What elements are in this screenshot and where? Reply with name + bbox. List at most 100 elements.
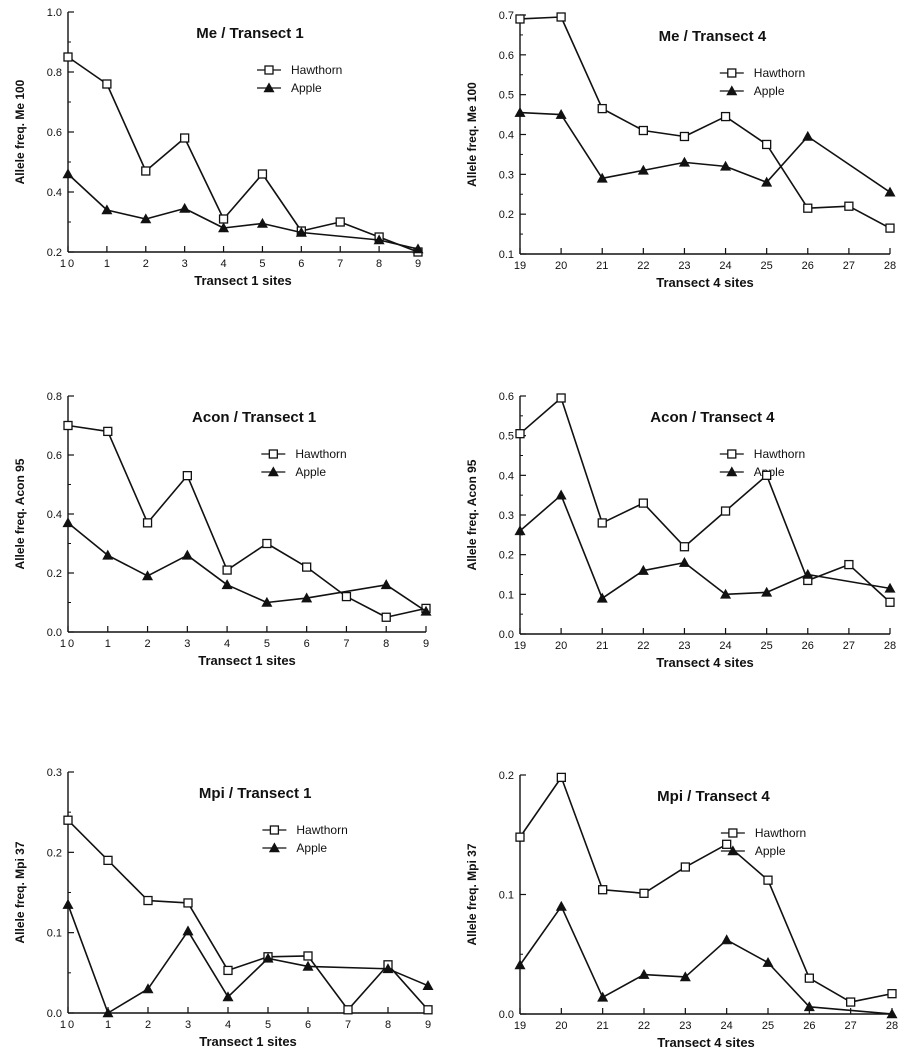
data-point	[63, 815, 73, 825]
y-tick-label: 0.4	[47, 187, 62, 199]
legend-label: Hawthorn	[291, 63, 342, 77]
x-axis-label: Transect 1 sites	[194, 273, 292, 288]
series-line	[67, 522, 427, 613]
data-point	[423, 1005, 433, 1015]
series-line	[67, 173, 419, 250]
series-hawthorn	[63, 815, 433, 1015]
legend-label: Apple	[291, 81, 322, 95]
legend-item-apple: Apple	[261, 465, 326, 479]
x-tick-label: 20	[555, 640, 567, 652]
data-point	[343, 1005, 353, 1015]
y-tick-label: 0.1	[499, 249, 514, 261]
data-point	[514, 106, 526, 117]
data-point	[141, 166, 151, 176]
x-tick-label: 1	[105, 638, 111, 650]
y-tick-label: 0.6	[47, 127, 62, 139]
series-line	[67, 904, 429, 1014]
legend-item-hawthorn: Hawthorn	[720, 826, 806, 840]
data-point	[373, 234, 385, 245]
data-point	[720, 506, 731, 516]
data-point	[638, 125, 648, 136]
chart-title: Acon / Transect 1	[192, 409, 316, 426]
x-tick-label: 3	[182, 258, 188, 270]
series-apple	[514, 900, 898, 1019]
data-point	[142, 570, 154, 581]
data-point	[295, 226, 307, 237]
legend-marker	[263, 82, 275, 93]
series-line	[519, 905, 893, 1015]
series-line	[67, 56, 419, 253]
y-tick-label: 0.6	[47, 450, 62, 462]
data-point	[341, 591, 352, 602]
x-axis-label: Transect 1 sites	[199, 1034, 297, 1049]
x-tick-label: 2	[143, 258, 149, 270]
x-tick-label: 23	[679, 1020, 691, 1032]
data-point	[142, 518, 153, 528]
data-point	[802, 130, 814, 141]
data-point	[556, 393, 566, 403]
data-point	[638, 968, 650, 979]
y-tick-label: 0.5	[499, 90, 514, 102]
y-tick-label: 0.7	[499, 10, 514, 22]
series-line	[519, 16, 891, 229]
y-tick-label: 0.1	[499, 890, 514, 902]
data-point	[218, 214, 229, 224]
data-point	[62, 168, 74, 179]
data-point	[887, 989, 897, 999]
x-tick-label: 4	[224, 638, 230, 650]
data-point	[62, 517, 74, 528]
x-tick-label: 26	[802, 640, 814, 652]
chart-panel-3: 0.0 0.2 0.4 0.6 0.8 10 1 2 3 4 5 6 7 8 9 Transect 1 sit…	[13, 391, 432, 668]
data-point	[222, 565, 232, 575]
x-axis-label: Transect 4 sites	[657, 1035, 755, 1050]
data-point	[637, 564, 649, 575]
y-tick-label: 0.2	[499, 770, 514, 782]
x-tick-label: 3	[185, 1019, 191, 1031]
series-line	[67, 819, 429, 1011]
data-point	[63, 420, 73, 431]
legend-item-hawthorn: Hawthorn	[261, 447, 347, 461]
data-point	[180, 133, 190, 143]
x-tick-label: 24	[719, 640, 731, 652]
x-tick-label: 28	[884, 260, 896, 272]
legend-item-apple: Apple	[262, 841, 327, 855]
data-point	[555, 900, 567, 911]
data-point	[846, 997, 856, 1007]
data-point	[885, 597, 895, 607]
x-tick-label: 6	[305, 1019, 311, 1031]
x-tick-label: 28	[884, 640, 896, 652]
y-axis-label: Allele freq. Me 100	[13, 79, 27, 184]
legend-label: Apple	[755, 844, 786, 858]
data-point	[884, 186, 896, 197]
chart-title: Mpi / Transect 4	[657, 788, 770, 805]
x-tick-label: 4	[225, 1019, 231, 1031]
data-point	[422, 980, 434, 990]
legend-label: Hawthorn	[755, 826, 806, 840]
data-point	[679, 542, 690, 552]
data-point	[102, 79, 112, 89]
data-point	[182, 470, 192, 481]
data-point	[221, 579, 233, 590]
x-tick-label: 7	[345, 1019, 351, 1031]
x-axis-label: Transect 4 sites	[656, 275, 754, 290]
x-tick-label: 9	[425, 1019, 431, 1031]
chart-panel-6: 0.0 0.1 0.2 19 20 21 22 23 24 25 26 27 28 Transect 4 …	[465, 770, 898, 1050]
chart-title: Acon / Transect 4	[650, 409, 775, 426]
x-tick-label: 8	[376, 258, 382, 270]
data-point	[103, 426, 113, 437]
x-tick-label: 25	[762, 1020, 774, 1032]
legend-marker	[268, 449, 278, 459]
series-line	[67, 424, 427, 619]
x-tick-label: 27	[843, 260, 855, 272]
y-tick-label: 0.3	[499, 169, 514, 181]
legend-label: Apple	[296, 841, 327, 855]
y-tick-label: 0.2	[47, 847, 62, 859]
x-tick-label: 26	[802, 260, 814, 272]
x-tick-label: 21	[597, 1020, 609, 1032]
data-point	[102, 549, 114, 560]
series-apple	[62, 168, 424, 254]
data-point	[597, 991, 609, 1002]
x-tick-label: 1	[105, 1019, 111, 1031]
y-tick-label: 0.6	[499, 391, 514, 403]
x-tick-label: 22	[637, 640, 649, 652]
